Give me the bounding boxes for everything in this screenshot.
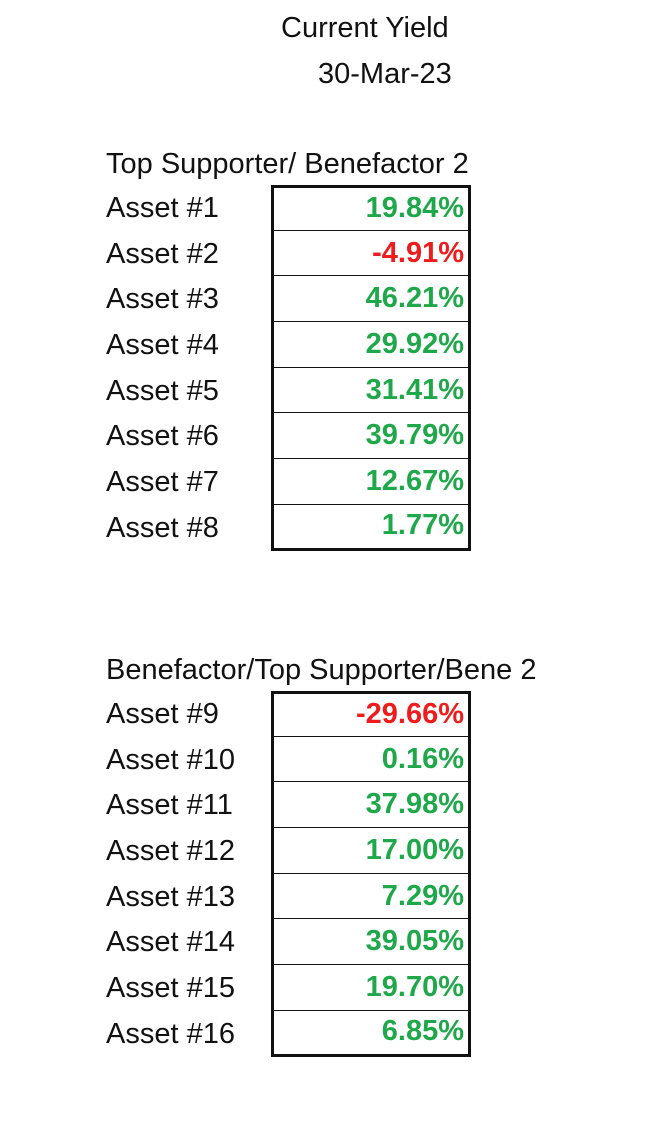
table-row: Asset #8 1.77% (106, 504, 471, 551)
yield-table: Asset #1 19.84% Asset #2 -4.91% Asset #3… (106, 185, 471, 551)
asset-label: Asset #12 (106, 834, 235, 867)
table-row: Asset #3 46.21% (106, 276, 471, 323)
table-row: Asset #13 7.29% (106, 873, 536, 920)
asset-label: Asset #10 (106, 743, 235, 776)
yield-cell[interactable]: 6.85% (271, 1010, 471, 1057)
table-row: Asset #16 6.85% (106, 1010, 536, 1057)
yield-cell[interactable]: -4.91% (271, 230, 471, 277)
yield-cell[interactable]: 7.29% (271, 873, 471, 920)
section-heading: Top Supporter/ Benefactor 2 (106, 148, 469, 180)
yield-cell[interactable]: 12.67% (271, 459, 471, 505)
table-row: Asset #1 19.84% (106, 185, 471, 231)
table-row: Asset #10 0.16% (106, 736, 536, 783)
yield-cell[interactable]: 31.41% (271, 367, 471, 414)
table-row: Asset #12 17.00% (106, 828, 536, 874)
asset-label: Asset #14 (106, 926, 235, 959)
table-row: Asset #2 -4.91% (106, 230, 471, 277)
yield-cell[interactable]: 1.77% (271, 504, 471, 551)
yield-cell[interactable]: 39.05% (271, 919, 471, 966)
asset-label: Asset #8 (106, 511, 219, 544)
asset-label: Asset #2 (106, 237, 219, 270)
asset-label: Asset #1 (106, 191, 219, 224)
table-row: Asset #7 12.67% (106, 459, 471, 505)
table-row: Asset #6 39.79% (106, 413, 471, 460)
asset-label: Asset #11 (106, 789, 233, 822)
asset-label: Asset #5 (106, 374, 219, 407)
yield-cell[interactable]: 19.84% (271, 185, 471, 231)
yield-cell[interactable]: 19.70% (271, 965, 471, 1011)
section-top-supporter: Top Supporter/ Benefactor 2 Asset #1 19.… (106, 147, 471, 551)
section-heading: Benefactor/Top Supporter/Bene 2 (106, 654, 537, 686)
page-title: Current Yield (281, 12, 449, 44)
asset-label: Asset #7 (106, 465, 219, 498)
report-date: 30-Mar-23 (318, 58, 452, 90)
yield-cell[interactable]: 29.92% (271, 322, 471, 368)
yield-cell[interactable]: 37.98% (271, 782, 471, 829)
yield-table: Asset #9 -29.66% Asset #10 0.16% Asset #… (106, 691, 536, 1057)
yield-cell[interactable]: 46.21% (271, 276, 471, 323)
table-row: Asset #4 29.92% (106, 322, 471, 368)
table-row: Asset #9 -29.66% (106, 691, 536, 737)
yield-cell[interactable]: 0.16% (271, 736, 471, 783)
asset-label: Asset #15 (106, 971, 235, 1004)
table-row: Asset #5 31.41% (106, 367, 471, 414)
asset-label: Asset #16 (106, 1017, 235, 1050)
asset-label: Asset #4 (106, 328, 219, 361)
asset-label: Asset #6 (106, 420, 219, 453)
table-row: Asset #14 39.05% (106, 919, 536, 966)
asset-label: Asset #13 (106, 880, 235, 913)
yield-cell[interactable]: 17.00% (271, 828, 471, 874)
yield-cell[interactable]: 39.79% (271, 413, 471, 460)
asset-label: Asset #3 (106, 283, 219, 316)
yield-cell[interactable]: -29.66% (271, 691, 471, 737)
section-benefactor: Benefactor/Top Supporter/Bene 2 Asset #9… (106, 653, 536, 1057)
table-row: Asset #11 37.98% (106, 782, 536, 829)
asset-label: Asset #9 (106, 697, 219, 730)
table-row: Asset #15 19.70% (106, 965, 536, 1011)
